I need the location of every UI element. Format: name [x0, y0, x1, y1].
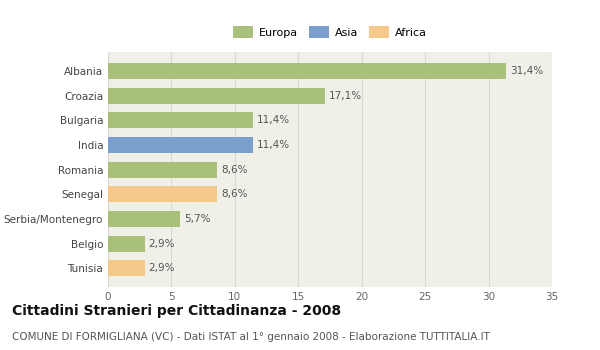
Bar	[108, 187, 217, 202]
Text: 2,9%: 2,9%	[149, 263, 175, 273]
Bar	[108, 63, 506, 79]
Text: 11,4%: 11,4%	[256, 140, 290, 150]
Text: 17,1%: 17,1%	[329, 91, 362, 101]
Text: 8,6%: 8,6%	[221, 189, 247, 200]
Legend: Europa, Asia, Africa: Europa, Asia, Africa	[233, 26, 427, 37]
Bar	[108, 236, 145, 252]
Text: 31,4%: 31,4%	[510, 66, 543, 76]
Text: 5,7%: 5,7%	[184, 214, 211, 224]
Bar	[108, 88, 325, 104]
Text: Cittadini Stranieri per Cittadinanza - 2008: Cittadini Stranieri per Cittadinanza - 2…	[12, 304, 341, 318]
Bar	[108, 211, 181, 227]
Text: COMUNE DI FORMIGLIANA (VC) - Dati ISTAT al 1° gennaio 2008 - Elaborazione TUTTIT: COMUNE DI FORMIGLIANA (VC) - Dati ISTAT …	[12, 332, 490, 343]
Bar	[108, 137, 253, 153]
Text: 11,4%: 11,4%	[256, 116, 290, 125]
Text: 8,6%: 8,6%	[221, 165, 247, 175]
Bar	[108, 112, 253, 128]
Bar	[108, 162, 217, 178]
Bar	[108, 260, 145, 276]
Text: 2,9%: 2,9%	[149, 239, 175, 249]
